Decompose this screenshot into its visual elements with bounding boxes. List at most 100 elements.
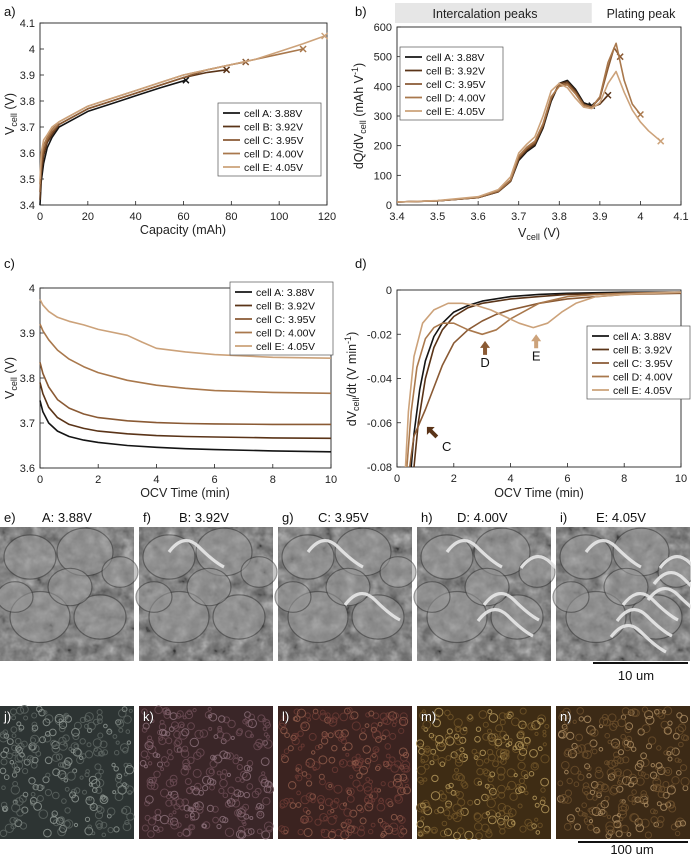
series-line-c [409,292,682,468]
optical-grain [455,772,464,782]
optical-grain [506,713,512,720]
optical-grain [115,740,120,745]
optical-grain [255,738,264,748]
legend-entry: cell B: 3.92V [256,300,315,312]
ytick-label: -0.02 [367,329,392,341]
optical-grain [631,789,637,795]
optical-grain [144,741,154,751]
sem-dendrite [615,608,673,638]
optical-grain [636,777,645,786]
optical-grain [339,760,345,765]
optical-grain [539,799,546,806]
sem-label: B: 3.92V [179,510,229,525]
optical-grain [509,792,518,801]
legend-entry: cell E: 4.05V [244,162,303,174]
ytick-label: 4 [29,283,35,295]
optical-grain [611,741,619,750]
optical-grain [647,736,657,745]
sem-image [135,527,278,661]
optical-grain [432,754,439,761]
optical-grain [339,802,347,811]
sem-label: A: 3.88V [42,510,92,525]
panel-b-xticks: 3.4 3.5 3.6 3.7 3.8 3.9 4 4.1 [389,201,689,223]
optical-grain [295,774,303,782]
optical-grain [419,711,428,720]
optical-grain [217,727,223,733]
optical-grain [319,712,329,722]
optical-grain [417,829,423,835]
optical-grain [107,807,116,816]
optical-grain [150,782,159,791]
sem-image [0,527,139,661]
optical-grain [84,723,90,729]
optical-grain [445,784,451,790]
optical-grain [392,719,398,724]
optical-image: n) [556,706,690,840]
optical-grain [6,752,13,760]
optical-grain [596,790,602,797]
sem-particle [325,567,371,607]
ytick-label: 0 [386,200,392,212]
optical-grain [168,726,175,732]
xtick-label: 4 [637,211,643,223]
optical-grain [222,792,229,799]
optical-grain [656,745,662,751]
optical-grain [511,744,521,753]
optical-grain [528,771,535,777]
optical-grain [588,819,594,824]
optical-grain [613,755,622,764]
optical-grain [249,816,254,820]
optical-grain [312,708,319,715]
optical-grain [368,710,375,717]
optical-grain [610,784,620,795]
series-line-a [39,400,332,453]
optical-grain [473,812,481,820]
optical-grain [346,789,352,795]
optical-grain [179,723,185,728]
optical-grain [562,731,569,737]
optical-grain [88,796,93,801]
optical-grain [194,729,204,739]
optical-grain [52,791,60,800]
optical-grain [416,820,425,829]
optical-grain [193,751,202,760]
annotation-label-E: E [532,348,541,363]
optical-grain [158,735,164,741]
optical-grain [321,731,328,738]
optical-grain [165,799,173,807]
optical-grain [540,754,550,764]
optical-grain [447,815,453,820]
optical-grain [681,734,688,741]
xtick-label: 3.9 [592,211,607,223]
legend-entry: cell D: 4.00V [256,327,316,339]
panel-c-letter: c) [4,256,15,271]
optical-grain [451,812,458,820]
panel-a-ylabel: Vcell (V) [3,93,19,135]
optical-grain [455,791,464,799]
optical-grain [497,817,505,826]
optical-grain [577,810,584,817]
optical-grain [16,706,25,715]
optical-grain [559,710,569,720]
optical-grain [419,779,425,785]
optical-grain [111,762,116,768]
optical-grain [29,796,38,805]
sem-particle [47,567,93,607]
optical-grain [29,744,36,751]
optical-grain [357,828,365,837]
optical-grain [432,718,442,728]
optical-grain [628,709,633,714]
optical-grain [437,757,447,766]
optical-grain [192,787,201,796]
optical-grain [14,754,24,763]
optical-grain [658,712,666,720]
optical-grain [31,721,38,728]
optical-grain [114,750,120,756]
optical-grain [397,786,406,796]
optical-grain [283,748,290,755]
optical-grain [485,794,490,800]
optical-grain [356,804,363,812]
sem-dendrite [445,539,503,569]
optical-grain [50,739,58,748]
